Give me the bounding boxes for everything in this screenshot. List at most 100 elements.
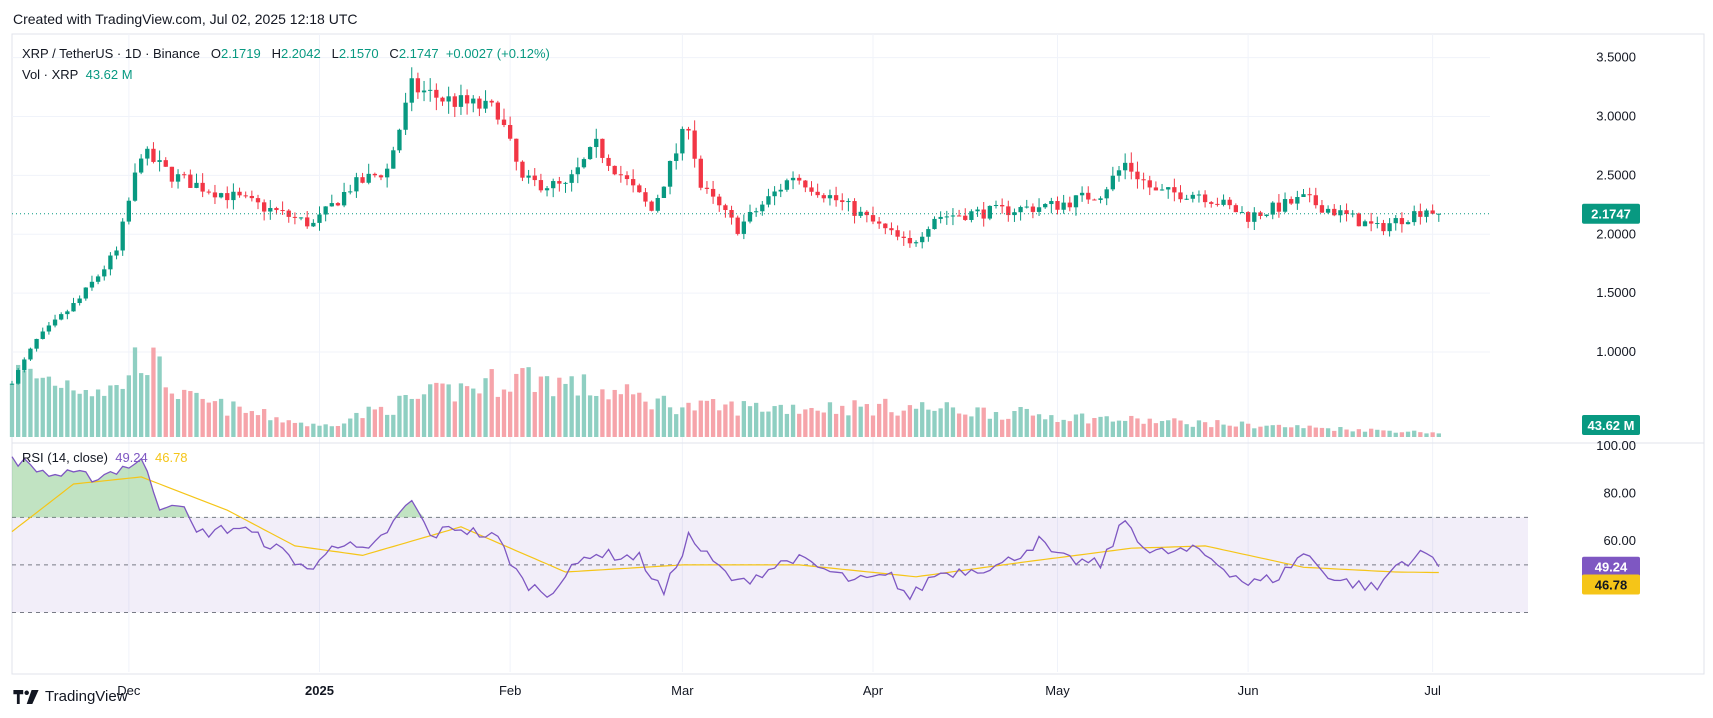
rsi-tick-label: 80.00 <box>1603 486 1636 501</box>
price-axis[interactable]: 3.5000 3.0000 2.5000 2.0000 1.5000 1.0000 100.… <box>1596 50 1636 548</box>
volume-bar <box>600 389 605 437</box>
candle-body <box>1399 218 1405 225</box>
candle-body <box>987 205 993 219</box>
candle-body <box>1375 223 1380 225</box>
volume-bar <box>667 407 673 437</box>
low-value: 2.1570 <box>338 46 379 61</box>
volume-bar <box>354 412 359 437</box>
candle-body <box>188 174 193 188</box>
candle-body <box>1289 199 1294 204</box>
price-tick-label: 3.0000 <box>1596 109 1636 124</box>
candle-body <box>421 90 427 93</box>
candle-body <box>1184 198 1189 200</box>
volume-bar <box>458 383 464 437</box>
rsi-badge: 49.24 <box>1595 560 1628 575</box>
volume-bar <box>514 373 519 437</box>
volume-bar <box>840 405 845 437</box>
rsi-line <box>11 456 1440 601</box>
candle-body <box>1313 195 1318 206</box>
volume-bar <box>77 393 82 437</box>
candle-body <box>704 187 710 189</box>
volume-bar <box>1227 425 1232 437</box>
candle-body <box>932 218 937 230</box>
volume-bar <box>34 378 39 437</box>
volume-bar <box>1276 424 1282 437</box>
candle-body <box>1430 210 1435 214</box>
rsi-value: 49.24 <box>115 450 148 465</box>
volume-bar <box>1079 413 1085 437</box>
volume-bar <box>618 394 624 437</box>
candle-body <box>1338 210 1343 216</box>
candle-body <box>274 208 279 211</box>
volume-bar <box>643 401 648 437</box>
candle-body <box>1405 222 1411 225</box>
candle-body <box>520 161 525 178</box>
volume-bar <box>913 408 919 437</box>
volume-bar <box>624 384 630 437</box>
candle-body <box>323 206 328 215</box>
volume-bar <box>305 426 310 437</box>
volume-bar <box>1018 407 1023 437</box>
candle-body <box>194 182 199 188</box>
volume-bar <box>268 420 273 437</box>
volume-bar <box>1245 423 1251 437</box>
volume-bar <box>1313 427 1318 437</box>
time-axis[interactable]: Dec 2025 Feb Mar Apr May Jun Jul <box>117 683 1441 698</box>
volume-bar <box>1190 426 1195 437</box>
candle-body <box>956 215 962 217</box>
volume-bar <box>1258 426 1263 437</box>
candle-body <box>1264 214 1269 216</box>
volume-bar <box>993 412 999 437</box>
candle-body <box>895 230 900 237</box>
volume-bar <box>231 401 236 437</box>
high-value: 2.2042 <box>280 46 321 61</box>
tradingview-brand[interactable]: TradingView <box>13 688 128 705</box>
candle-body <box>1147 180 1152 188</box>
candle-body <box>182 174 187 176</box>
volume-legend: Vol · XRP 43.62 M <box>22 67 133 82</box>
volume-bar <box>797 413 802 437</box>
symbol-label[interactable]: XRP / TetherUS · 1D · Binance <box>22 46 200 61</box>
candle-body <box>1393 218 1398 224</box>
candle-body <box>126 200 132 222</box>
volume-bar <box>852 400 857 437</box>
candle-body <box>495 102 501 120</box>
candle-body <box>1190 194 1195 199</box>
volume-bar <box>1319 427 1325 437</box>
volume-bar <box>956 413 962 437</box>
volume-bar <box>1141 423 1146 437</box>
candle-body <box>464 95 470 104</box>
volume-bar <box>471 388 476 437</box>
candle-body <box>46 325 52 332</box>
candle-body <box>415 78 421 93</box>
volume-bar <box>870 415 876 437</box>
volume-bar <box>169 393 175 437</box>
volume-bar <box>1159 421 1165 437</box>
volume-bar <box>434 382 439 437</box>
volume-bar <box>483 378 488 437</box>
candle-body <box>747 211 753 222</box>
volume-bar <box>778 404 783 437</box>
volume-bar <box>83 389 88 437</box>
candle-body <box>151 148 156 162</box>
last-price-badge-bg <box>1582 203 1640 224</box>
candle-body <box>1110 175 1116 190</box>
candle-body <box>261 202 267 212</box>
volume-bar <box>655 398 660 437</box>
candle-body <box>22 359 27 371</box>
candle-body <box>452 96 457 107</box>
volume-bar <box>114 385 119 437</box>
volume-bar <box>366 406 371 437</box>
volume-bar <box>704 400 710 437</box>
candle-body <box>1012 212 1017 216</box>
volume-bar <box>1368 428 1374 437</box>
candle-body <box>864 211 870 216</box>
volume-bar <box>188 391 193 437</box>
volume-label[interactable]: Vol · XRP <box>22 67 79 82</box>
candle-body <box>1030 206 1036 212</box>
candle-body <box>1006 206 1011 216</box>
volume-bar <box>606 399 611 437</box>
rsi-label[interactable]: RSI (14, close) <box>22 450 108 465</box>
volume-bar <box>1172 418 1177 437</box>
